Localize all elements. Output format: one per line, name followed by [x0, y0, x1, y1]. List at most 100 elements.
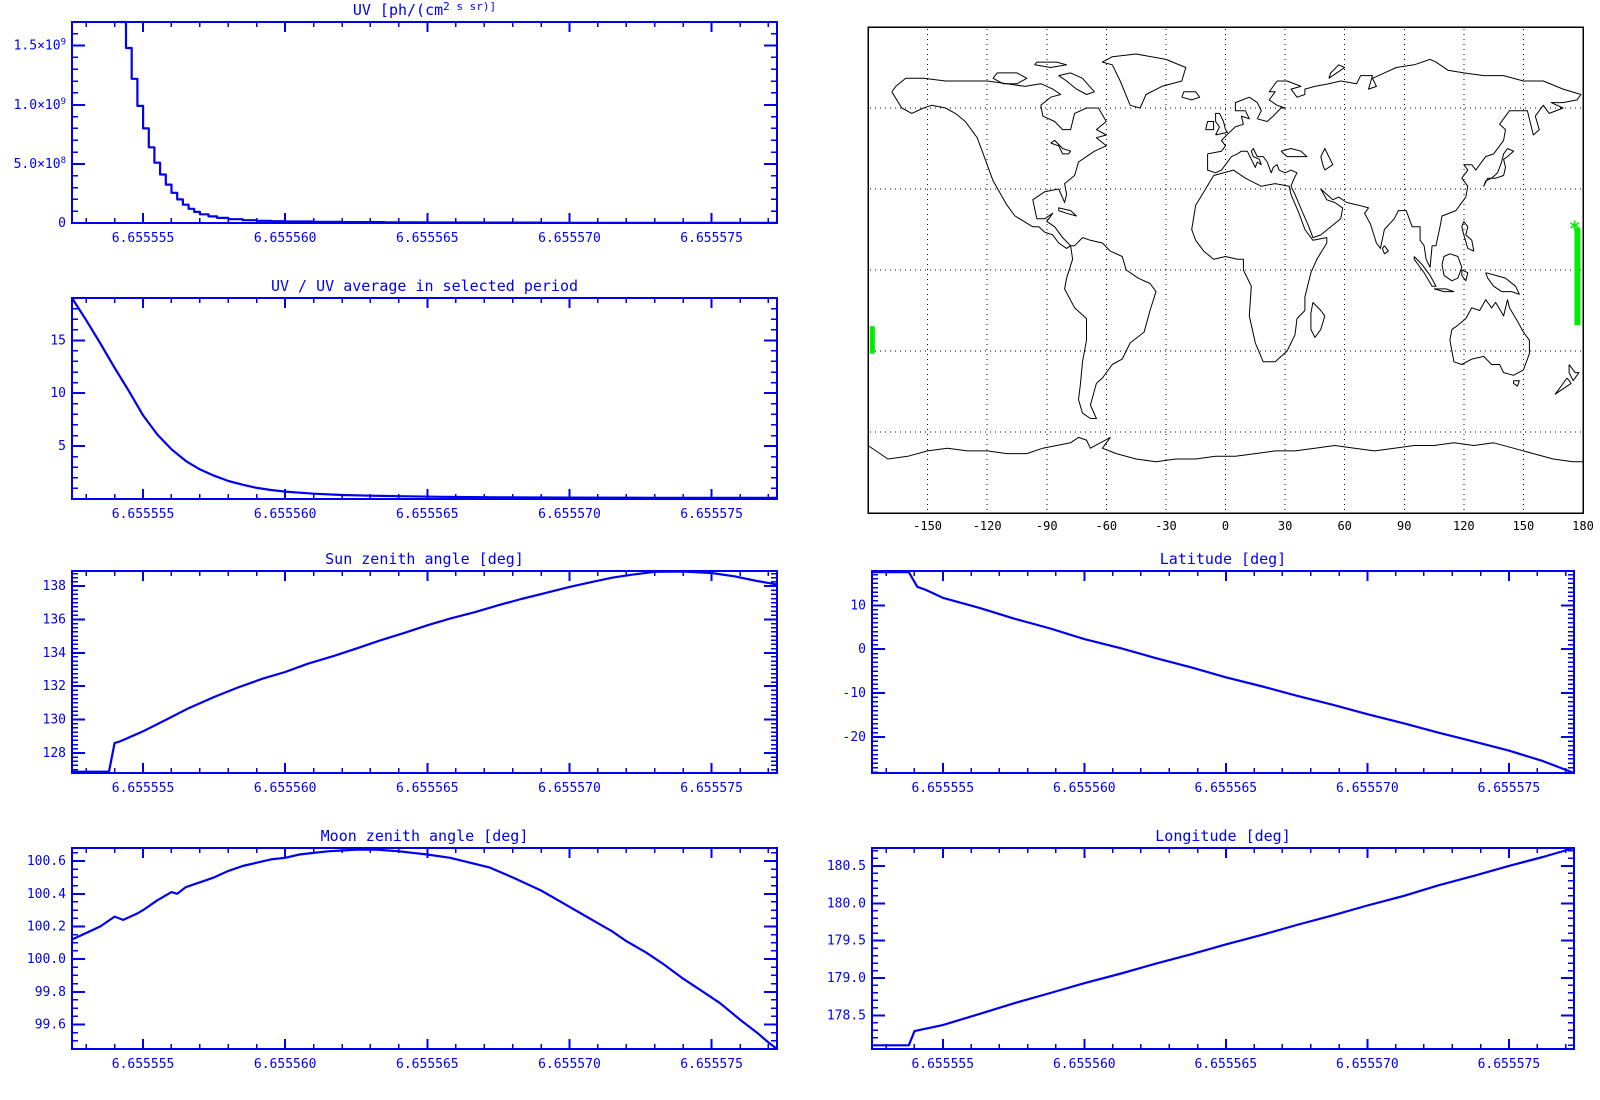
uv_ratio-xtick-label: 6.655570 — [538, 507, 601, 522]
coastline — [1050, 139, 1072, 155]
coastline — [1064, 237, 1157, 419]
coastline — [1207, 58, 1582, 268]
sun_zenith-ytick-label: 136 — [43, 612, 66, 627]
uv_ratio-title: UV / UV average in selected period — [271, 277, 578, 295]
moon_zenith-ytick-label: 99.6 — [35, 1017, 66, 1032]
coastline — [1449, 299, 1530, 376]
coastline — [1310, 302, 1326, 338]
coastline — [992, 72, 1028, 85]
map-lon-label: -30 — [1155, 519, 1177, 533]
map-lon-label: 60 — [1337, 519, 1351, 533]
sun_zenith-xtick-label: 6.655575 — [680, 781, 743, 796]
sun_zenith-chart: Sun zenith angle [deg] 6.655555 6.655560 6.… — [43, 550, 778, 796]
moon_zenith-ticks — [72, 848, 777, 1050]
latitude-chart: Latitude [deg] 6.655555 6.655560 6.655565 6.… — [843, 550, 1575, 796]
uv-title: UV [ph/(cm2 s sr)] — [353, 0, 496, 19]
coastline — [1034, 61, 1068, 68]
uv_ratio-xtick-label: 6.655575 — [680, 507, 743, 522]
longitude-xtick-label: 6.655565 — [1195, 1057, 1258, 1072]
world-map: -150 -120 -90 -60 -30 0 30 60 90 120 150 180 — [867, 26, 1594, 533]
coastline — [1461, 269, 1469, 282]
moon_zenith-chart: Moon zenith angle [deg] 6.655555 6.655560 6… — [27, 827, 778, 1072]
longitude-xtick-label: 6.655575 — [1478, 1057, 1541, 1072]
moon_zenith-xtick-label: 6.655555 — [112, 1057, 175, 1072]
latitude-ytick-label: -20 — [843, 730, 866, 745]
sun_zenith-xtick-label: 6.655565 — [396, 781, 459, 796]
uv-ytick-label: 1.0×109 — [14, 97, 66, 113]
coastline — [1413, 256, 1437, 287]
moon_zenith-xtick-label: 6.655560 — [254, 1057, 317, 1072]
map-lon-label: 180 — [1572, 519, 1594, 533]
moon_zenith-ytick-label: 100.4 — [27, 887, 66, 902]
map-coastlines — [867, 53, 1583, 463]
map-graticule — [870, 29, 1581, 511]
longitude-title: Longitude [deg] — [1155, 827, 1290, 845]
moon_zenith-ytick-label: 99.8 — [35, 985, 66, 1000]
coastline — [867, 436, 1583, 463]
longitude-xtick-label: 6.655560 — [1053, 1057, 1116, 1072]
latitude-frame — [871, 570, 1575, 774]
map-lon-label: -60 — [1095, 519, 1117, 533]
uv-ytick-label: 1.5×109 — [14, 38, 66, 54]
sun_zenith-ytick-label: 138 — [43, 579, 66, 594]
map-lon-label: 30 — [1278, 519, 1292, 533]
uv-ytick-label: 0 — [58, 216, 66, 231]
uv-xtick-label: 6.655565 — [396, 231, 459, 246]
coastline — [1568, 364, 1580, 382]
uv_ratio-xtick-label: 6.655555 — [112, 507, 175, 522]
coastline — [1058, 72, 1095, 95]
moon_zenith-frame — [71, 847, 778, 1050]
map-lon-label: -150 — [913, 519, 942, 533]
latitude-xtick-label: 6.655570 — [1336, 781, 1399, 796]
latitude-title: Latitude [deg] — [1160, 550, 1286, 568]
map-lon-label: 120 — [1453, 519, 1475, 533]
ground-track — [869, 220, 1581, 354]
coastline — [1513, 380, 1520, 387]
longitude-ytick-label: 178.5 — [827, 1008, 866, 1023]
coastline — [1205, 121, 1215, 131]
uv_ratio-ticks — [72, 297, 777, 500]
coastline — [1101, 53, 1187, 109]
ground-track-start-asterisk — [1569, 222, 1580, 229]
sun_zenith-ytick-label: 134 — [43, 646, 67, 661]
latitude-series — [872, 571, 1575, 775]
coastline — [1191, 169, 1328, 363]
uv_ratio-series — [71, 297, 778, 499]
longitude-xtick-label: 6.655570 — [1336, 1057, 1399, 1072]
latitude-xtick-label: 6.655555 — [911, 781, 974, 796]
sun_zenith-series — [72, 570, 778, 773]
coastline — [1328, 64, 1346, 79]
latitude-xtick-label: 6.655560 — [1053, 781, 1116, 796]
sun_zenith-xtick-label: 6.655570 — [538, 781, 601, 796]
coastline — [1181, 91, 1201, 101]
uv-ytick-label: 5.0×108 — [14, 156, 66, 172]
longitude-ytick-label: 179.5 — [827, 934, 866, 949]
map-lon-label: 90 — [1397, 519, 1411, 533]
sun_zenith-xtick-label: 6.655560 — [254, 781, 317, 796]
sun_zenith-ytick-label: 128 — [43, 746, 66, 761]
latitude-xtick-label: 6.655565 — [1195, 781, 1258, 796]
sun_zenith-xtick-label: 6.655555 — [112, 781, 175, 796]
coastline — [1058, 207, 1077, 217]
uv-xtick-label: 6.655555 — [112, 231, 175, 246]
moon_zenith-xtick-label: 6.655565 — [396, 1057, 459, 1072]
moon_zenith-title: Moon zenith angle [deg] — [321, 827, 529, 845]
sun_zenith-ticks — [72, 571, 777, 773]
map-lon-label: 150 — [1513, 519, 1535, 533]
map-lon-label: 0 — [1222, 519, 1229, 533]
map-lon-label: -120 — [973, 519, 1002, 533]
uv_ratio-ytick-label: 10 — [50, 386, 66, 401]
longitude-xtick-label: 6.655555 — [911, 1057, 974, 1072]
uv_ratio-xtick-label: 6.655560 — [254, 507, 317, 522]
uv_ratio-ytick-label: 15 — [50, 333, 66, 348]
uv-xtick-label: 6.655575 — [680, 231, 743, 246]
uv_ratio-chart: UV / UV average in selected period 6.6555… — [50, 277, 778, 522]
coastline — [891, 77, 1107, 249]
longitude-series — [872, 846, 1575, 1047]
map-frame — [867, 26, 1584, 514]
uv-xtick-label: 6.655570 — [538, 231, 601, 246]
longitude-chart: Longitude [deg] 6.655555 6.655560 6.655565 6… — [827, 827, 1575, 1072]
coastline — [1381, 245, 1389, 255]
coastline — [1441, 253, 1463, 282]
